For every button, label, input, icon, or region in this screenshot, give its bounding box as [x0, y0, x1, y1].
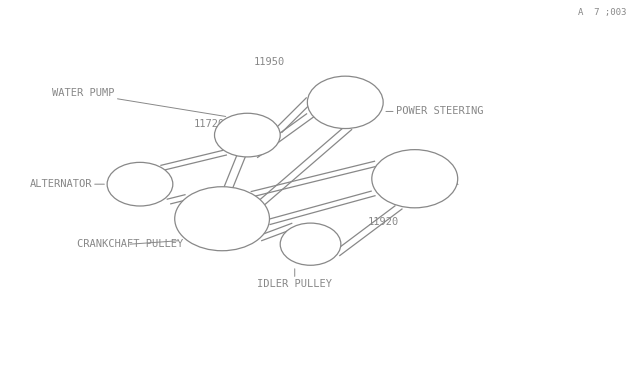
- Ellipse shape: [175, 187, 269, 251]
- Text: ALTERNATOR: ALTERNATOR: [29, 179, 104, 189]
- Text: WATER PUMP: WATER PUMP: [52, 88, 226, 116]
- Ellipse shape: [280, 223, 341, 265]
- Text: COMPRESSOR: COMPRESSOR: [396, 177, 458, 187]
- Text: 11950: 11950: [254, 57, 285, 67]
- Ellipse shape: [214, 113, 280, 157]
- Text: 11720: 11720: [194, 119, 225, 129]
- Text: CRANKCHAFT PULLEY: CRANKCHAFT PULLEY: [77, 239, 183, 249]
- Ellipse shape: [372, 150, 458, 208]
- Ellipse shape: [107, 162, 173, 206]
- Text: 11920: 11920: [367, 217, 399, 227]
- Text: IDLER PULLEY: IDLER PULLEY: [257, 269, 332, 289]
- Ellipse shape: [307, 76, 383, 129]
- Text: POWER STEERING: POWER STEERING: [386, 106, 483, 116]
- Text: A  7 ;003: A 7 ;003: [578, 8, 627, 17]
